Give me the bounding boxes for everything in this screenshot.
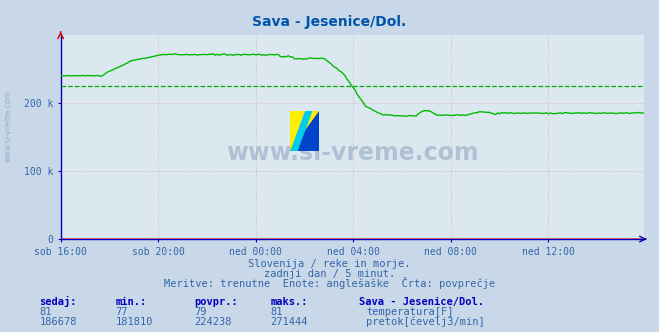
Polygon shape (290, 111, 320, 151)
Polygon shape (291, 111, 312, 151)
Text: 186678: 186678 (40, 317, 77, 327)
Text: www.si-vreme.com: www.si-vreme.com (226, 141, 478, 165)
Polygon shape (290, 111, 320, 151)
Text: povpr.:: povpr.: (194, 297, 238, 307)
Text: 224238: 224238 (194, 317, 232, 327)
Text: Slovenija / reke in morje.: Slovenija / reke in morje. (248, 259, 411, 269)
Text: sedaj:: sedaj: (40, 296, 77, 307)
Text: maks.:: maks.: (270, 297, 308, 307)
Text: 79: 79 (194, 307, 207, 317)
Text: min.:: min.: (115, 297, 146, 307)
Text: 81: 81 (270, 307, 283, 317)
Text: 81: 81 (40, 307, 52, 317)
Text: Sava - Jesenice/Dol.: Sava - Jesenice/Dol. (359, 297, 484, 307)
Text: zadnji dan / 5 minut.: zadnji dan / 5 minut. (264, 269, 395, 279)
Text: temperatura[F]: temperatura[F] (366, 307, 454, 317)
Text: Sava - Jesenice/Dol.: Sava - Jesenice/Dol. (252, 15, 407, 29)
Text: 271444: 271444 (270, 317, 308, 327)
Text: www.si-vreme.com: www.si-vreme.com (3, 90, 13, 162)
Text: pretok[čevelj3/min]: pretok[čevelj3/min] (366, 316, 485, 327)
Text: 181810: 181810 (115, 317, 153, 327)
Text: Meritve: trenutne  Enote: anglešaške  Črta: povprečje: Meritve: trenutne Enote: anglešaške Črta… (164, 277, 495, 289)
Text: 77: 77 (115, 307, 128, 317)
